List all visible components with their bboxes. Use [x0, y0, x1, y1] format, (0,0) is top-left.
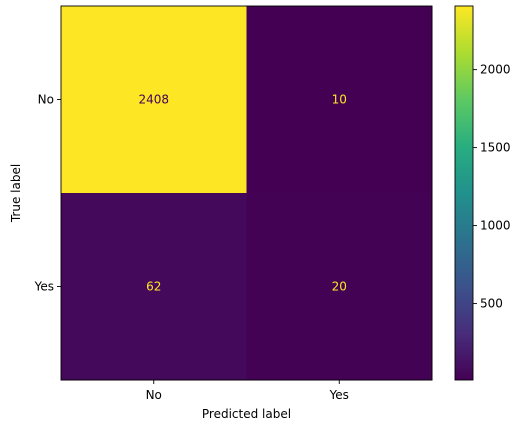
cell-value-label: 20 — [332, 280, 347, 294]
y-tick-label: Yes — [34, 280, 54, 294]
matrix-cell — [61, 6, 247, 194]
matrix-cell — [61, 193, 247, 381]
y-axis-label: True label — [9, 164, 23, 223]
colorbar-tick-label: 1000 — [480, 219, 511, 233]
matrix-cells: 2408 10 62 20 — [61, 6, 433, 381]
colorbar-ticks: 500 1000 1500 2000 — [473, 63, 511, 311]
matrix-cell — [246, 6, 433, 194]
colorbar-tick-label: 1500 — [480, 141, 511, 155]
cell-value-label: 62 — [146, 280, 161, 294]
y-tick-label: No — [38, 93, 54, 107]
colorbar-tick-label: 2000 — [480, 63, 511, 77]
cell-value-label: 2408 — [138, 93, 169, 107]
x-axis-ticks: No Yes — [146, 380, 349, 402]
x-axis-label: Predicted label — [202, 407, 291, 421]
colorbar-tick-label: 500 — [480, 297, 503, 311]
matrix-cell — [246, 193, 433, 381]
plot-frame — [60, 5, 433, 381]
cell-value-label: 10 — [332, 93, 347, 107]
y-axis-ticks: No Yes — [34, 93, 61, 294]
colorbar — [454, 5, 474, 381]
x-tick-label: Yes — [329, 388, 349, 402]
x-tick-label: No — [146, 388, 162, 402]
